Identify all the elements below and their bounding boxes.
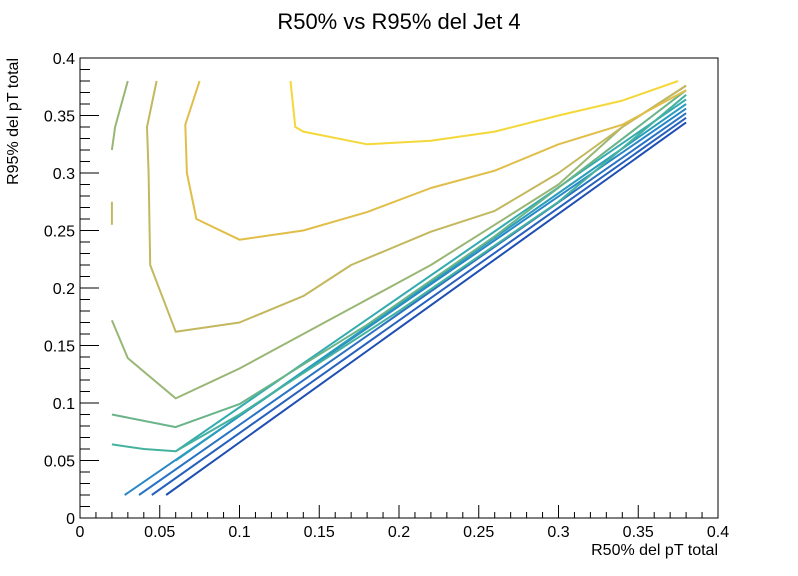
x-tick-label: 0.15 <box>304 524 335 541</box>
x-tick-label: 0.3 <box>547 524 569 541</box>
x-tick-label: 0.25 <box>463 524 494 541</box>
x-tick-label: 0.4 <box>707 524 729 541</box>
axis-tick-labels: 0 0.05 0.1 0.15 0.2 0.25 0.3 0.35 0.4 0 0.05 0.1 0.1… <box>44 51 729 541</box>
y-tick-label: 0.25 <box>44 224 75 241</box>
contour-line-9-part-2 <box>110 80 129 151</box>
y-tick-label: 0.1 <box>53 396 75 413</box>
contour-line-10-part-2 <box>146 80 687 333</box>
y-axis-label: R95% del pT total <box>5 58 22 185</box>
contour-line-9-part-1 <box>110 84 687 400</box>
chart-title: R50% vs R95% del Jet 4 <box>277 9 520 34</box>
axis-ticks <box>79 57 719 519</box>
contour-line-12 <box>289 80 679 146</box>
contour-line-8 <box>111 89 687 429</box>
x-tick-label: 0.05 <box>144 524 175 541</box>
contour-line-3 <box>138 112 687 496</box>
contour-line-2 <box>151 116 687 496</box>
contour-line-11 <box>184 80 687 241</box>
y-tick-label: 0.3 <box>53 166 75 183</box>
contour-line-1 <box>165 121 687 496</box>
contour-line-7 <box>111 94 687 453</box>
x-tick-label: 0.2 <box>388 524 410 541</box>
x-axis-label: R50% del pT total <box>591 542 718 559</box>
x-tick-label: 0.35 <box>623 524 654 541</box>
contour-line-6 <box>175 98 687 453</box>
x-tick-label: 0.1 <box>228 524 250 541</box>
x-tick-label: 0 <box>76 524 85 541</box>
y-tick-label: 0.15 <box>44 339 75 356</box>
y-tick-label: 0.2 <box>53 281 75 298</box>
y-tick-label: 0.05 <box>44 454 75 471</box>
y-tick-label: 0 <box>66 511 75 528</box>
y-tick-label: 0.4 <box>53 51 75 68</box>
contour-lines <box>110 80 687 496</box>
y-tick-label: 0.35 <box>44 109 75 126</box>
